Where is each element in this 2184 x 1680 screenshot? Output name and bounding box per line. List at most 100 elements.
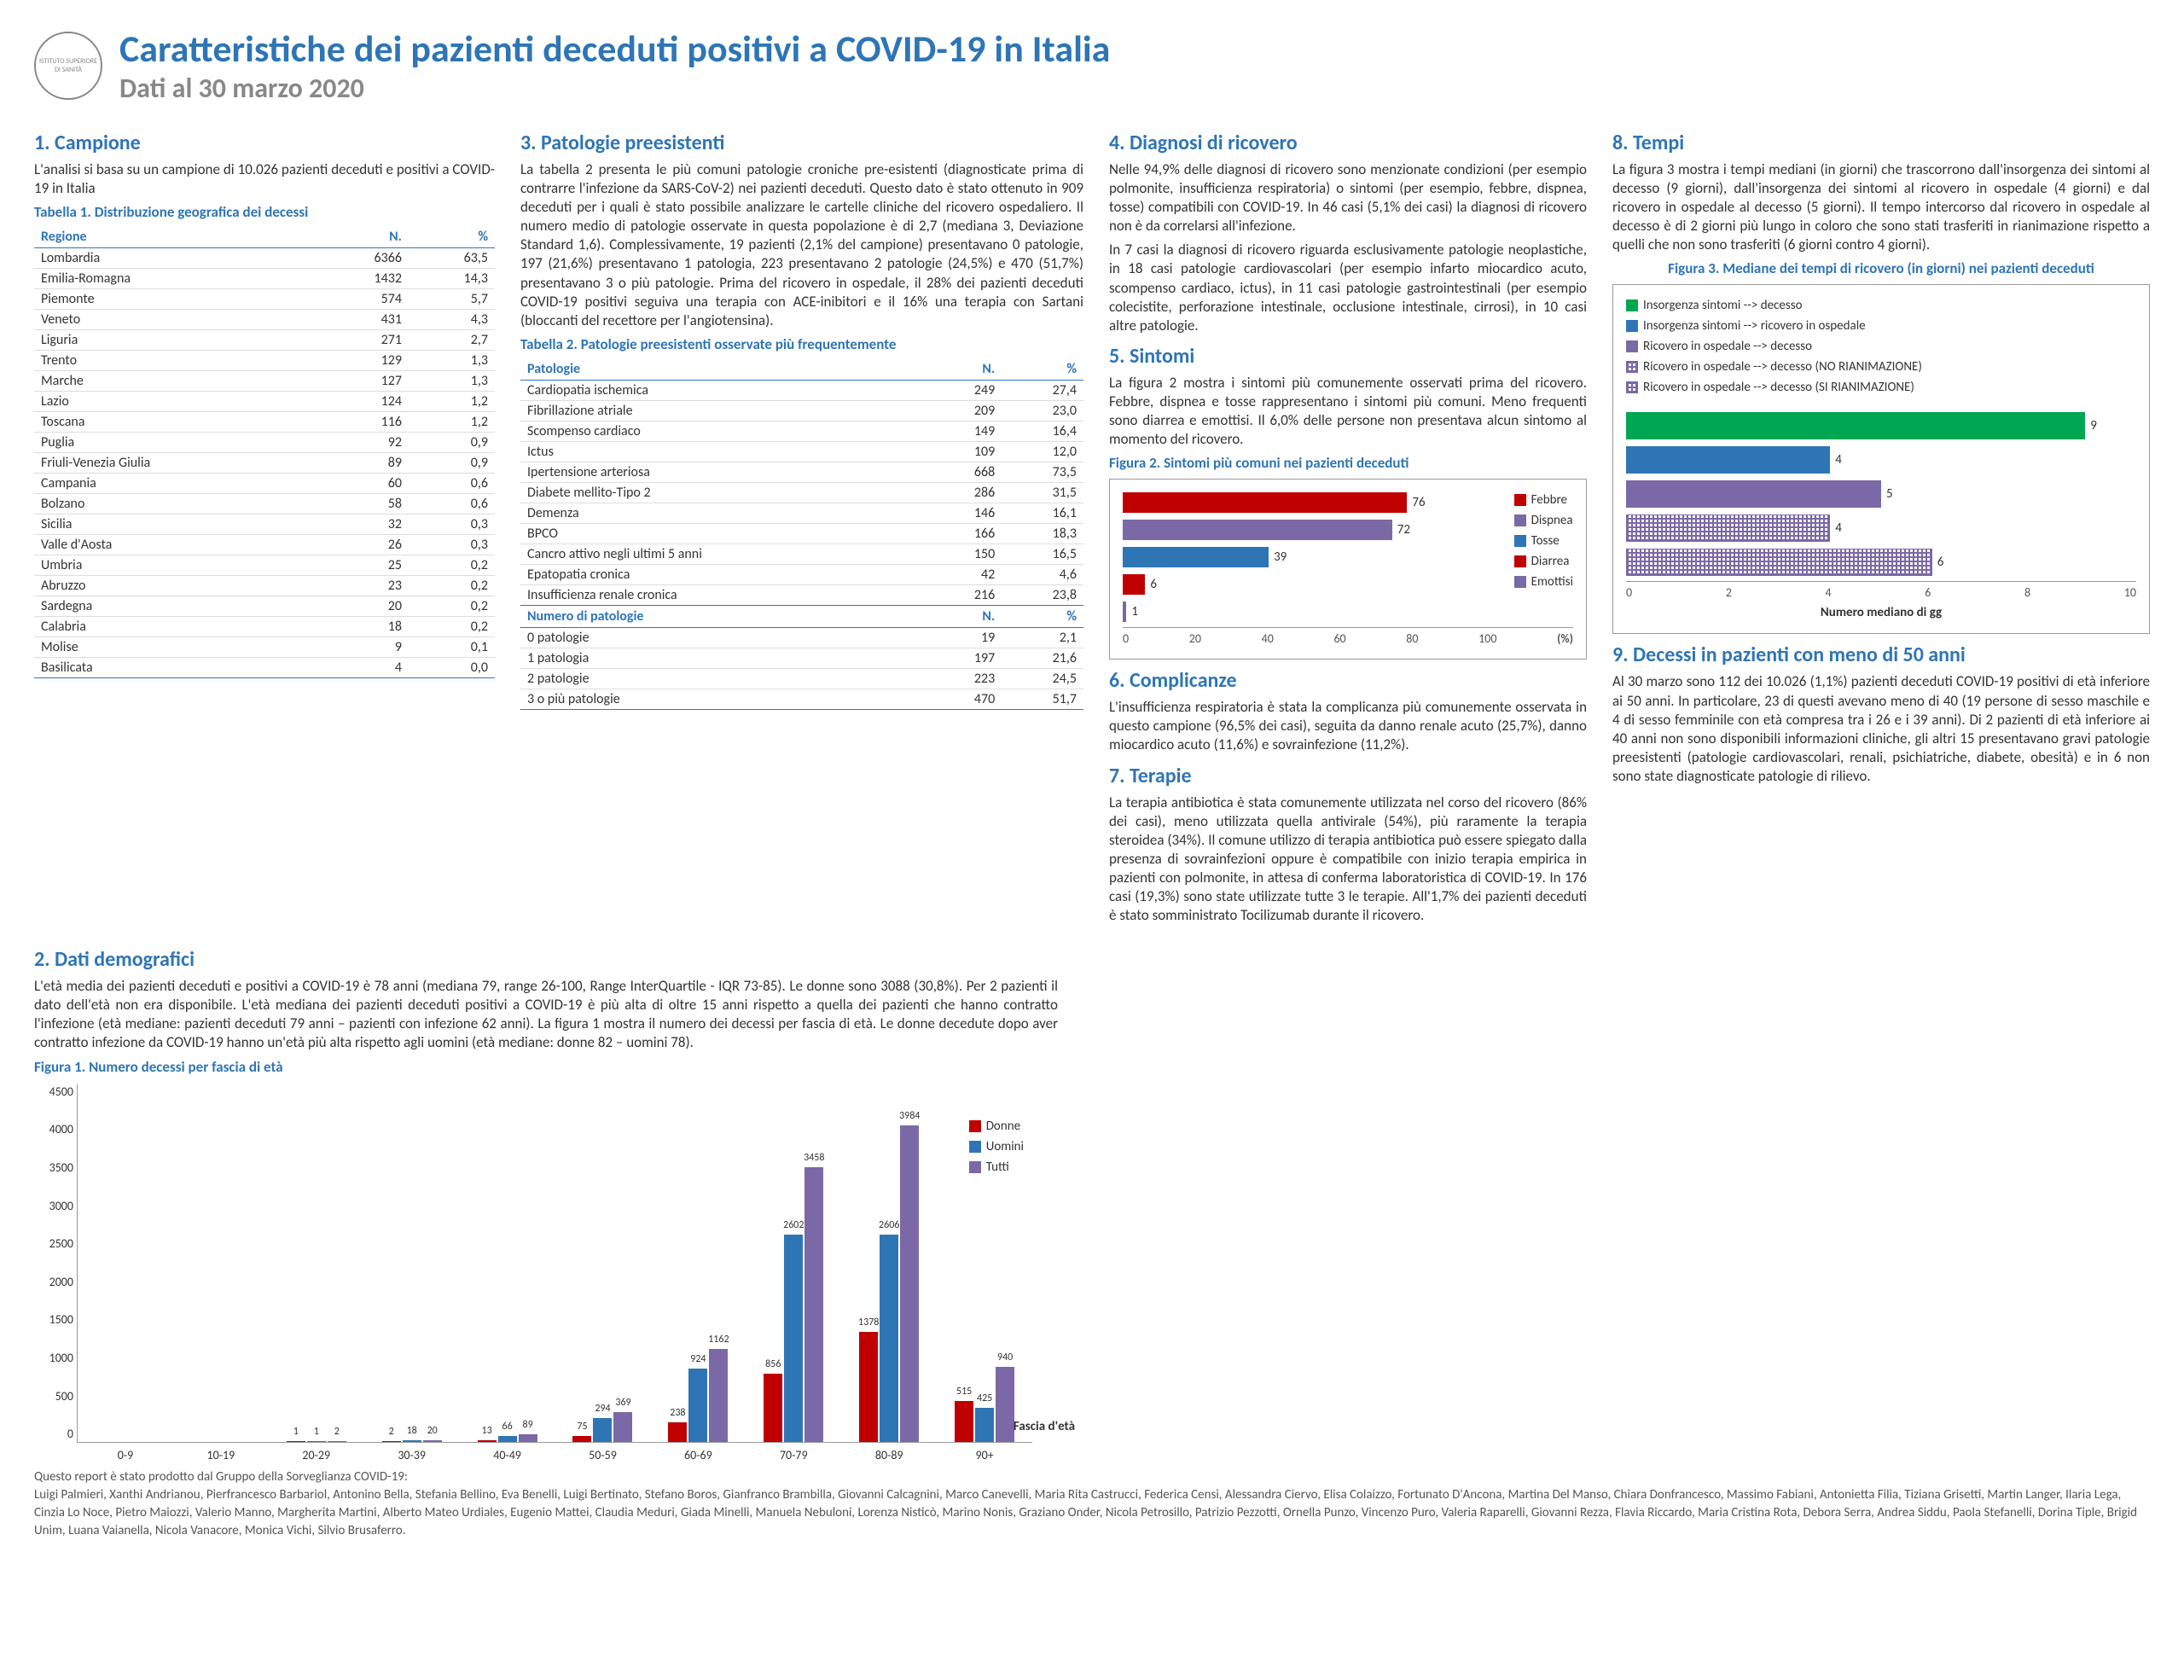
bar: 6 xyxy=(1626,549,2136,576)
table-row: Toscana1161,2 xyxy=(34,412,495,433)
legend-item: Ricovero in ospedale --> decesso (NO RIA… xyxy=(1626,359,2136,375)
bar: 1 xyxy=(1123,602,1497,622)
table-row: Lazio1241,2 xyxy=(34,392,495,412)
table-row: Veneto4314,3 xyxy=(34,310,495,330)
bar: 6 xyxy=(1123,574,1497,595)
figure-3-caption: Figura 3. Mediane dei tempi di ricovero … xyxy=(1612,259,2150,277)
figure-2-chart: 76 72 39 6 1 Febbre Dispnea Tosse Diarrea Emotti… xyxy=(1109,479,1587,660)
table-row: Scompenso cardiaco14916,4 xyxy=(520,421,1083,441)
table-header: N. xyxy=(927,605,1002,627)
section-2-title: 2. Dati demografici xyxy=(34,947,2150,972)
figure-1-caption: Figura 1. Numero decessi per fascia di e… xyxy=(34,1058,2150,1076)
section-4-text2: In 7 casi la diagnosi di ricovero riguar… xyxy=(1109,241,1587,334)
legend-item: Insorgenza sintomi --> ricovero in osped… xyxy=(1626,318,2136,334)
bar-group: 8562602345870-79 xyxy=(746,1084,841,1442)
bar-group: 10-19 xyxy=(173,1084,269,1442)
table-row: 0 patologie192,1 xyxy=(520,627,1083,648)
table-row: Abruzzo230,2 xyxy=(34,576,495,596)
table-row: Emilia-Romagna143214,3 xyxy=(34,269,495,289)
bar-group: 13668940-49 xyxy=(460,1084,555,1442)
figure-2-caption: Figura 2. Sintomi più comuni nei pazient… xyxy=(1109,454,1587,472)
table-header: N. xyxy=(315,226,409,248)
table-row: Insufficienza renale cronica21623,8 xyxy=(520,584,1083,605)
table-row: Ipertensione arteriosa66873,5 xyxy=(520,462,1083,482)
bar-group: 13782606398480-89 xyxy=(841,1084,937,1442)
section-9-text: Al 30 marzo sono 112 dei 10.026 (1,1%) p… xyxy=(1612,672,2150,786)
table-2: PatologieN.% Cardiopatia ischemica24927,… xyxy=(520,358,1083,710)
table-row: Diabete mellito-Tipo 228631,5 xyxy=(520,482,1083,503)
iss-logo: ISTITUTO SUPERIORE DI SANITÀ xyxy=(34,32,102,100)
section-6-text: L'insufficienza respiratoria è stata la … xyxy=(1109,698,1587,754)
legend-item: Emottisi xyxy=(1514,574,1573,590)
table-row: Sicilia320,3 xyxy=(34,514,495,535)
legend-item: Diarrea xyxy=(1514,554,1573,569)
table-row: Valle d'Aosta260,3 xyxy=(34,535,495,555)
table-header: N. xyxy=(927,358,1002,381)
table-row: Demenza14616,1 xyxy=(520,503,1083,523)
table-header: % xyxy=(1002,358,1083,381)
legend-item: Tutti xyxy=(969,1160,1024,1175)
table-header: Regione xyxy=(34,226,315,248)
table-row: Trento1291,3 xyxy=(34,351,495,371)
legend-item: Tosse xyxy=(1514,533,1573,549)
bar: 5 xyxy=(1626,480,2136,508)
footer-intro: Questo report è stato prodotto dal Grupp… xyxy=(34,1468,2150,1486)
bar: 39 xyxy=(1123,547,1497,567)
title-block: Caratteristiche dei pazienti deceduti po… xyxy=(119,26,1110,105)
section-2-text: L'età media dei pazienti deceduti e posi… xyxy=(34,977,1058,1052)
table-row: Piemonte5745,7 xyxy=(34,289,495,310)
table-row: Cardiopatia ischemica24927,4 xyxy=(520,380,1083,400)
table-row: Bolzano580,6 xyxy=(34,494,495,514)
table-row: Sardegna200,2 xyxy=(34,596,495,617)
legend-item: Febbre xyxy=(1514,492,1573,508)
figure-3-chart: Insorgenza sintomi --> decesso Insorgenza… xyxy=(1612,284,2150,634)
section-9-title: 9. Decessi in pazienti con meno di 50 an… xyxy=(1612,642,2150,667)
figure-3-xlabel: Numero mediano di gg xyxy=(1626,605,2136,620)
table-row: Marche1271,3 xyxy=(34,371,495,392)
legend-item: Ricovero in ospedale --> decesso xyxy=(1626,339,2136,354)
section-4-title: 4. Diagnosi di ricovero xyxy=(1109,131,1587,155)
bar-group: 11220-29 xyxy=(269,1084,364,1442)
bar-group: 0-9 xyxy=(78,1084,173,1442)
table-row: 1 patologia19721,6 xyxy=(520,648,1083,668)
table-2-caption: Tabella 2. Patologie preesistenti osserv… xyxy=(520,335,1083,353)
footer: Questo report è stato prodotto dal Grupp… xyxy=(34,1468,2150,1540)
legend-item: Dispnea xyxy=(1514,513,1573,528)
bar-group: 2182030-39 xyxy=(364,1084,460,1442)
section-7-title: 7. Terapie xyxy=(1109,764,1587,788)
section-5-text: La figura 2 mostra i sintomi più comunem… xyxy=(1109,374,1587,449)
table-row: Ictus10912,0 xyxy=(520,441,1083,462)
section-1-title: 1. Campione xyxy=(34,131,495,155)
page-subtitle: Dati al 30 marzo 2020 xyxy=(119,72,1110,105)
section-8-title: 8. Tempi xyxy=(1612,131,2150,155)
table-row: BPCO16618,3 xyxy=(520,523,1083,544)
table-row: Lombardia636663,5 xyxy=(34,248,495,269)
table-header: Numero di patologie xyxy=(520,605,927,627)
table-1-caption: Tabella 1. Distribuzione geografica dei … xyxy=(34,203,495,221)
table-row: Friuli-Venezia Giulia890,9 xyxy=(34,453,495,474)
bar-group: 238924116260-69 xyxy=(650,1084,746,1442)
section-7-text: La terapia antibiotica è stata comunemen… xyxy=(1109,793,1587,926)
bar: 76 xyxy=(1123,492,1497,513)
table-header: % xyxy=(409,226,495,248)
table-row: Campania600,6 xyxy=(34,474,495,494)
section-5-title: 5. Sintomi xyxy=(1109,344,1587,369)
bar: 72 xyxy=(1123,520,1497,540)
legend-item: Donne xyxy=(969,1119,1024,1134)
legend-item: Uomini xyxy=(969,1139,1024,1154)
table-header: Patologie xyxy=(520,358,927,381)
table-row: Puglia920,9 xyxy=(34,433,495,453)
figure-1-chart: 050010001500200025003000350040004500 0-9… xyxy=(34,1084,1058,1443)
header: ISTITUTO SUPERIORE DI SANITÀ Caratterist… xyxy=(34,26,2150,105)
table-row: Umbria250,2 xyxy=(34,555,495,576)
section-3-text: La tabella 2 presenta le più comuni pato… xyxy=(520,160,1083,330)
table-row: Fibrillazione atriale20923,0 xyxy=(520,400,1083,421)
figure-1-xlabel: Fascia d'età xyxy=(1014,1419,1075,1434)
page-title: Caratteristiche dei pazienti deceduti po… xyxy=(119,26,1110,72)
table-row: Cancro attivo negli ultimi 5 anni15016,5 xyxy=(520,544,1083,564)
section-8-text: La figura 3 mostra i tempi mediani (in g… xyxy=(1612,160,2150,254)
bar: 4 xyxy=(1626,446,2136,474)
table-row: 2 patologie22324,5 xyxy=(520,668,1083,689)
footer-names: Luigi Palmieri, Xanthi Andrianou, Pierfr… xyxy=(34,1486,2150,1540)
legend-item: Insorgenza sintomi --> decesso xyxy=(1626,298,2136,313)
